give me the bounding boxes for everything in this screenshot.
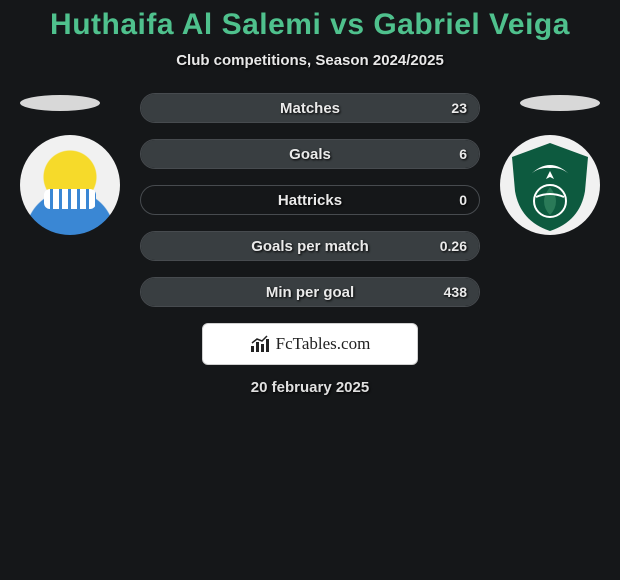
stat-label: Min per goal [266, 284, 354, 301]
player-right-shadow [520, 95, 600, 111]
subtitle: Club competitions, Season 2024/2025 [0, 52, 620, 69]
brand-chart-icon [250, 335, 272, 353]
brand-text: FcTables.com [276, 334, 371, 354]
stat-label: Hattricks [278, 192, 342, 209]
stat-row: Goals 6 [140, 139, 480, 169]
date-line: 20 february 2025 [0, 379, 620, 396]
stat-value-right: 0.26 [440, 238, 467, 254]
stat-row: Matches 23 [140, 93, 480, 123]
team-left-crest [20, 135, 120, 235]
comparison-area: Matches 23 Goals 6 Hattricks 0 Goals per match… [0, 93, 620, 396]
stat-value-right: 438 [444, 284, 467, 300]
stat-row: Hattricks 0 [140, 185, 480, 215]
stat-label: Goals [289, 146, 331, 163]
stat-label: Goals per match [251, 238, 369, 255]
page-title: Huthaifa Al Salemi vs Gabriel Veiga [0, 0, 620, 42]
stat-label: Matches [280, 100, 340, 117]
brand-box[interactable]: FcTables.com [202, 323, 418, 365]
stat-rows: Matches 23 Goals 6 Hattricks 0 Goals per match… [140, 93, 480, 307]
stat-row: Min per goal 438 [140, 277, 480, 307]
team-right-crest [500, 135, 600, 235]
stat-value-right: 23 [451, 100, 467, 116]
player-left-shadow [20, 95, 100, 111]
stat-value-right: 0 [459, 192, 467, 208]
stat-value-right: 6 [459, 146, 467, 162]
stat-row: Goals per match 0.26 [140, 231, 480, 261]
